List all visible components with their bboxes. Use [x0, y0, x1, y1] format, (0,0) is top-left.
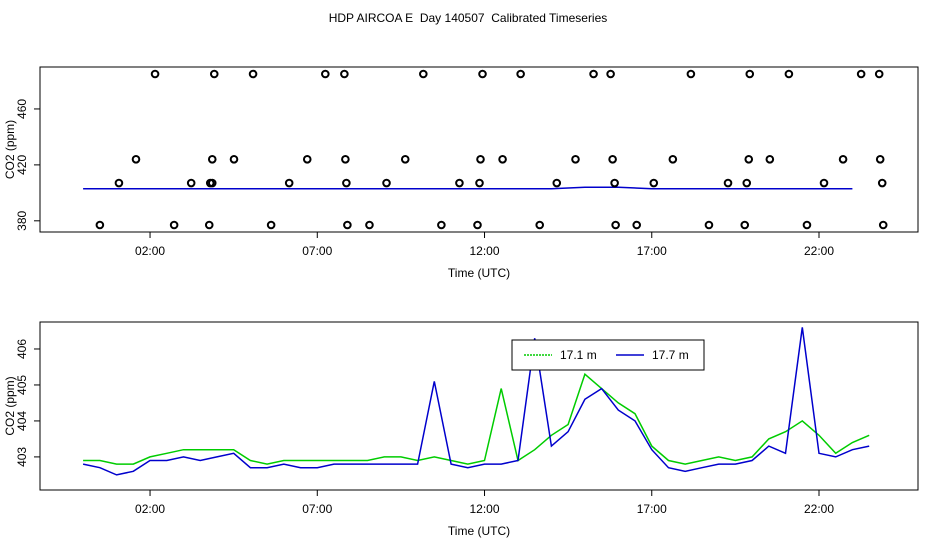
- calibration-point: [740, 220, 750, 230]
- calibration-point: [95, 220, 105, 230]
- y-tick-label: 420: [15, 155, 29, 175]
- calibration-point: [321, 69, 330, 79]
- data-line: [83, 186, 853, 190]
- calibration-point: [437, 220, 446, 230]
- y-tick-label: 460: [15, 99, 29, 119]
- y-tick-label: 380: [15, 210, 29, 230]
- y-axis-label: CO2 (ppm): [3, 120, 17, 179]
- calibration-point: [365, 220, 374, 230]
- y-tick-label: 403: [15, 447, 29, 467]
- calibration-point: [475, 178, 484, 188]
- calibration-point: [838, 154, 848, 164]
- chart-title: HDP AIRCOA E Day 140507 Calibrated Times…: [329, 11, 608, 25]
- calibration-point: [498, 154, 507, 164]
- calibration-point: [611, 220, 620, 230]
- calibration-point: [878, 220, 888, 230]
- calibration-point: [400, 154, 410, 164]
- x-tick-label: 12:00: [470, 244, 500, 258]
- calibration-point: [114, 178, 124, 188]
- calibration-point: [186, 178, 196, 188]
- x-axis-label: Time (UTC): [448, 266, 510, 280]
- y-tick-label: 406: [15, 339, 29, 359]
- calibration-point: [266, 220, 276, 230]
- calibration-point: [856, 69, 866, 79]
- legend-label: 17.7 m: [652, 348, 689, 362]
- x-tick-label: 17:00: [637, 244, 667, 258]
- calibration-point: [744, 154, 754, 164]
- calibration-point: [341, 154, 350, 164]
- calibration-point: [649, 178, 659, 188]
- calibration-point: [765, 154, 775, 164]
- calibration-point: [302, 154, 312, 164]
- calibration-point: [131, 154, 141, 164]
- calibration-point: [342, 178, 351, 188]
- calibration-point: [382, 178, 391, 188]
- calibration-point: [589, 69, 598, 79]
- calibration-point: [455, 178, 464, 188]
- series-line: [82, 327, 870, 476]
- calibration-point: [784, 69, 794, 79]
- x-tick-label: 07:00: [302, 502, 332, 516]
- calibration-point: [478, 69, 487, 79]
- calibration-point: [877, 178, 887, 188]
- calibration-point: [343, 220, 352, 230]
- calibration-point: [204, 220, 214, 230]
- calibration-point: [632, 220, 642, 230]
- calibration-point: [874, 69, 884, 79]
- plot-frame: [39, 321, 919, 491]
- legend-label: 17.1 m: [560, 348, 597, 362]
- calibration-point: [606, 69, 615, 79]
- calibration-point: [419, 69, 428, 79]
- y-tick-label: 404: [15, 411, 29, 431]
- calibration-point: [819, 178, 829, 188]
- calibration-point: [723, 178, 733, 188]
- calibration-point: [229, 154, 239, 164]
- x-tick-label: 22:00: [804, 244, 834, 258]
- calibration-point: [207, 178, 217, 188]
- calibration-point: [169, 220, 179, 230]
- x-tick-label: 22:00: [804, 502, 834, 516]
- calibration-point: [284, 178, 294, 188]
- calibration-point: [608, 154, 617, 164]
- calibration-point: [704, 220, 714, 230]
- x-tick-label: 02:00: [135, 502, 165, 516]
- calibration-point: [150, 69, 160, 79]
- calibration-point: [340, 69, 349, 79]
- calibration-point: [745, 69, 755, 79]
- calibration-point: [209, 69, 219, 79]
- calibration-point: [802, 220, 812, 230]
- x-tick-label: 07:00: [302, 244, 332, 258]
- calibration-point: [668, 154, 678, 164]
- y-tick-label: 405: [15, 375, 29, 395]
- calibration-point: [516, 69, 525, 79]
- calibration-point: [742, 178, 752, 188]
- calibration-point: [552, 178, 562, 188]
- calibration-point: [248, 69, 258, 79]
- x-tick-label: 12:00: [470, 502, 500, 516]
- y-axis-label: CO2 (ppm): [3, 376, 17, 435]
- calibration-point: [875, 154, 885, 164]
- calibration-point: [571, 154, 580, 164]
- x-tick-label: 02:00: [135, 244, 165, 258]
- calibration-point: [207, 154, 217, 164]
- calibration-point: [473, 220, 482, 230]
- plot-frame: [39, 66, 919, 233]
- x-axis-label: Time (UTC): [448, 524, 510, 538]
- calibration-point: [535, 220, 545, 230]
- series-line: [83, 372, 870, 465]
- calibration-point: [476, 154, 485, 164]
- x-tick-label: 17:00: [637, 502, 667, 516]
- calibration-point: [610, 178, 619, 188]
- calibration-point: [686, 69, 696, 79]
